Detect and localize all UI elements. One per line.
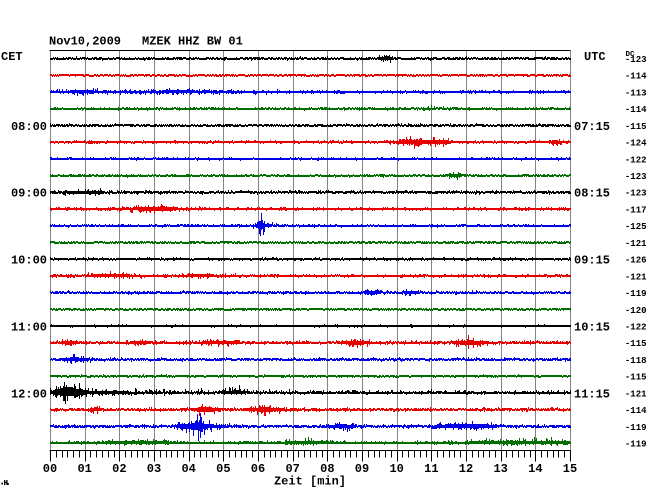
svg-text:-120: -120 <box>625 306 647 316</box>
svg-text:-114: -114 <box>625 406 647 416</box>
svg-text:06: 06 <box>251 462 265 476</box>
svg-text:-124: -124 <box>625 139 647 149</box>
svg-text:-119: -119 <box>625 440 647 450</box>
svg-text:08:00: 08:00 <box>11 120 47 134</box>
svg-text:11:00: 11:00 <box>11 320 47 334</box>
svg-text:Nov10,2009: Nov10,2009 <box>49 35 121 49</box>
svg-text:-123: -123 <box>625 189 647 199</box>
svg-text:-121: -121 <box>625 272 647 282</box>
svg-text:MZEK HHZ BW 01: MZEK HHZ BW 01 <box>142 35 243 49</box>
svg-text:-113: -113 <box>625 88 647 98</box>
svg-text:-114: -114 <box>625 105 647 115</box>
svg-text:07: 07 <box>285 462 299 476</box>
svg-text:07:15: 07:15 <box>574 120 610 134</box>
svg-text:-115: -115 <box>625 122 647 132</box>
svg-text:DC: DC <box>626 51 636 59</box>
svg-text:09:00: 09:00 <box>11 187 47 201</box>
svg-text:11: 11 <box>424 462 438 476</box>
svg-text:-123: -123 <box>625 55 647 65</box>
svg-text:09: 09 <box>355 462 369 476</box>
svg-text:-121: -121 <box>625 389 647 399</box>
svg-text:11:15: 11:15 <box>574 387 610 401</box>
svg-text:-119: -119 <box>625 423 647 433</box>
svg-text:-119: -119 <box>625 289 647 299</box>
svg-text:10: 10 <box>389 462 403 476</box>
svg-text:-117: -117 <box>625 205 647 215</box>
svg-text:09:15: 09:15 <box>574 254 610 268</box>
svg-text:-122: -122 <box>625 322 647 332</box>
svg-text:-126: -126 <box>625 256 647 266</box>
svg-text:UTC: UTC <box>584 50 606 64</box>
svg-text:05: 05 <box>216 462 230 476</box>
svg-text:01: 01 <box>77 462 91 476</box>
svg-text:-118: -118 <box>625 356 647 366</box>
svg-text:10:15: 10:15 <box>574 320 610 334</box>
svg-text:Zeit [min]: Zeit [min] <box>274 475 346 489</box>
svg-text:13: 13 <box>493 462 507 476</box>
svg-text:15: 15 <box>563 462 577 476</box>
svg-text:08: 08 <box>320 462 334 476</box>
svg-text:03: 03 <box>147 462 161 476</box>
svg-text:02: 02 <box>112 462 126 476</box>
svg-text:-122: -122 <box>625 155 647 165</box>
svg-text:-115: -115 <box>625 373 647 383</box>
svg-text:08:15: 08:15 <box>574 187 610 201</box>
svg-text:00: 00 <box>43 462 57 476</box>
svg-text:-123: -123 <box>625 172 647 182</box>
svg-text:14: 14 <box>528 462 542 476</box>
svg-text:-115: -115 <box>625 339 647 349</box>
svg-text:-114: -114 <box>625 72 647 82</box>
svg-text:12:00: 12:00 <box>11 387 47 401</box>
svg-text:-125: -125 <box>625 222 647 232</box>
svg-text:CET: CET <box>1 50 23 64</box>
svg-text:-121: -121 <box>625 239 647 249</box>
svg-text:04: 04 <box>181 462 195 476</box>
svg-text:10:00: 10:00 <box>11 254 47 268</box>
svg-text:12: 12 <box>459 462 473 476</box>
